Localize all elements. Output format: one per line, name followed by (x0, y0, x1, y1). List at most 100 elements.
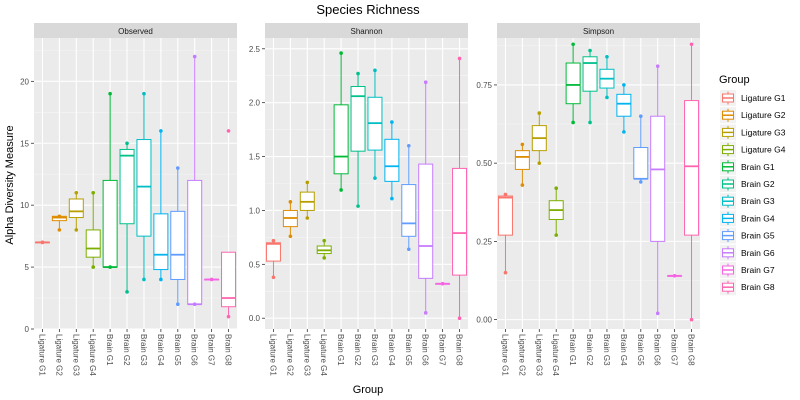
legend-item: Brain G6 (720, 244, 775, 261)
x-tick-label: Ligature G1 (500, 334, 509, 376)
x-tick-label: Ligature G3 (71, 334, 80, 376)
facet-strip (497, 23, 700, 38)
box-ligature-g4 (85, 190, 101, 269)
y-tick-label: 2.5 (249, 45, 261, 54)
data-point (537, 161, 542, 165)
box-body (452, 167, 468, 276)
legend-label: Brain G7 (741, 265, 775, 275)
box-body (633, 147, 649, 180)
x-tick-label: Brain G8 (224, 334, 233, 366)
data-point (288, 200, 293, 204)
data-point (406, 143, 411, 148)
x-tick-label: Brain G5 (636, 334, 645, 366)
box-brain-g3 (599, 54, 615, 100)
data-point (175, 166, 180, 170)
data-point (605, 54, 609, 59)
data-point (226, 314, 231, 319)
data-point (655, 311, 660, 316)
data-point (91, 190, 96, 195)
x-tick-label: Brain G7 (207, 334, 216, 366)
panel-shannon: Shannon 0.0 0.5 1.0 1.5 2.0 2.5 Ligature G1 Liga… (249, 23, 468, 376)
box-brain-g1 (333, 51, 349, 192)
data-point (108, 265, 112, 269)
data-point (622, 83, 626, 87)
x-tick-label: Brain G4 (619, 334, 628, 366)
y-tick-label: 0.0 (249, 314, 261, 323)
box-ligature-g4 (316, 238, 332, 260)
data-point (356, 71, 360, 76)
box-brain-g3 (136, 91, 152, 282)
legend-item: Brain G7 (720, 262, 775, 278)
panel-simpson: Simpson 0.00 0.25 0.50 0.75 Ligature G1 Ligatu… (476, 23, 700, 376)
box-brain-g8 (452, 56, 468, 321)
legend-title: Group (719, 74, 750, 86)
data-point (271, 275, 276, 280)
box-brain-g4 (616, 83, 632, 134)
x-tick-label: Brain G7 (438, 334, 447, 366)
legend-item: Brain G3 (720, 193, 775, 210)
box-body (102, 179, 118, 268)
box-body (582, 56, 598, 92)
x-tick-label: Brain G3 (602, 334, 611, 366)
box-body (333, 104, 349, 175)
data-point (503, 270, 508, 275)
box-brain-g4 (153, 129, 169, 282)
box-ligature-g3 (531, 111, 547, 165)
legend-item: Ligature G1 (720, 90, 786, 106)
box-body (384, 138, 400, 182)
y-tick-label: 1.0 (249, 206, 261, 215)
data-point (588, 120, 592, 125)
x-tick-label: Ligature G3 (534, 334, 543, 376)
data-point (605, 95, 609, 100)
x-tick-label: Brain G1 (105, 334, 114, 366)
box-body (187, 179, 203, 305)
box-brain-g2 (119, 141, 135, 294)
box-ligature-g2 (514, 142, 530, 187)
box-ligature-g2 (282, 200, 298, 239)
legend-label: Brain G1 (741, 162, 775, 172)
box-ligature-g3 (68, 190, 84, 232)
data-point (689, 317, 694, 322)
legend-label: Ligature G1 (741, 93, 786, 103)
box-brain-g6 (650, 64, 666, 316)
data-point (356, 204, 360, 208)
data-point (622, 130, 626, 134)
data-point (40, 240, 45, 245)
box-body (170, 210, 186, 280)
box-brain-g7 (204, 277, 220, 282)
data-point (638, 114, 643, 119)
box-brain-g7 (667, 274, 683, 278)
box-body (684, 100, 700, 236)
data-point (305, 216, 310, 220)
data-point (423, 311, 428, 315)
panel-background (34, 38, 237, 329)
data-point (192, 302, 197, 307)
x-tick-label: Brain G6 (190, 334, 199, 366)
x-tick-label: Brain G4 (156, 334, 165, 366)
data-point (159, 129, 163, 133)
x-tick-label: Ligature G1 (268, 334, 277, 376)
box-ligature-g4 (548, 186, 564, 237)
legend-items: Ligature G1 Ligature G2 Ligature G3 Ligatur… (720, 90, 786, 296)
box-body (350, 86, 366, 152)
legend-label: Brain G3 (741, 196, 775, 206)
y-tick-label: 10 (20, 201, 29, 210)
legend-item: Ligature G3 (720, 124, 786, 141)
x-tick-label: Brain G3 (370, 334, 379, 366)
data-point (226, 129, 231, 133)
data-point (689, 42, 694, 47)
box-brain-g8 (221, 129, 237, 319)
x-tick-label: Ligature G1 (37, 334, 46, 376)
data-point (57, 228, 62, 232)
x-tick-label: Brain G6 (421, 334, 430, 366)
facet-strip-label: Simpson (583, 27, 614, 36)
data-point (373, 176, 377, 180)
data-point (373, 68, 377, 73)
x-tick-label: Brain G2 (353, 334, 362, 366)
box-brain-g5 (170, 166, 186, 307)
data-point (406, 247, 411, 252)
data-point (125, 290, 129, 294)
data-point (520, 142, 525, 147)
